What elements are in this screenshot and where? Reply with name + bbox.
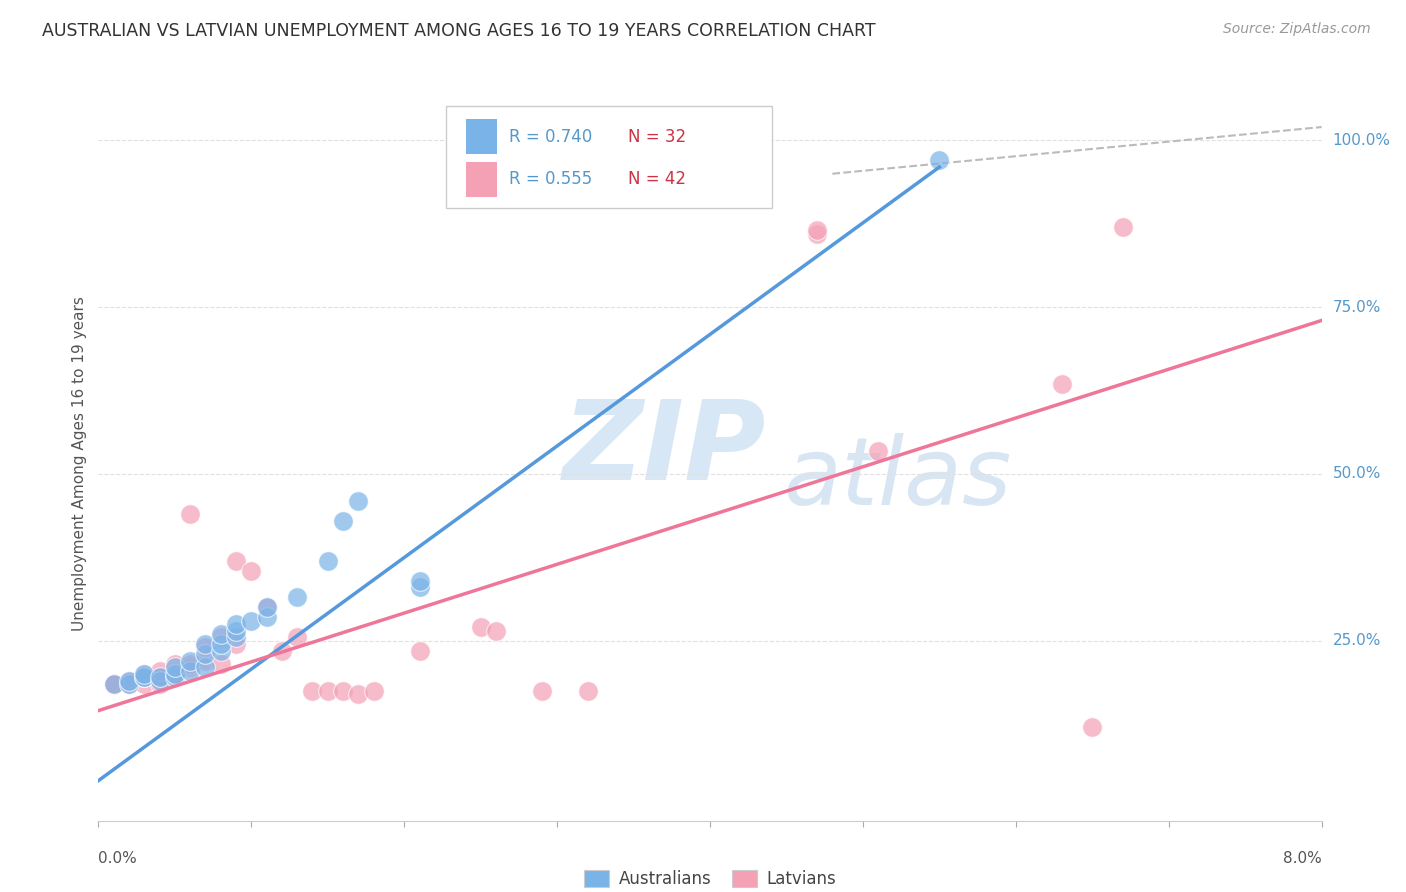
Point [408, 643, 430, 657]
Point [1050, 376, 1073, 391]
Point [149, 670, 172, 684]
Point [1081, 720, 1104, 734]
Point [316, 683, 339, 698]
Point [179, 507, 201, 521]
Point [134, 667, 156, 681]
Point [576, 683, 599, 698]
Point [806, 227, 828, 241]
Point [194, 660, 217, 674]
Point [209, 637, 232, 651]
Legend: Australians, Latvians: Australians, Latvians [576, 863, 844, 892]
Point [530, 683, 553, 698]
Point [163, 660, 186, 674]
Point [134, 677, 156, 691]
Point [868, 443, 890, 458]
Point [225, 630, 247, 644]
Point [928, 153, 950, 168]
Point [316, 553, 339, 567]
Point [149, 677, 172, 691]
Point [240, 614, 263, 628]
Point [225, 553, 247, 567]
Point [332, 683, 354, 698]
Text: AUSTRALIAN VS LATVIAN UNEMPLOYMENT AMONG AGES 16 TO 19 YEARS CORRELATION CHART: AUSTRALIAN VS LATVIAN UNEMPLOYMENT AMONG… [42, 22, 876, 40]
Point [179, 657, 201, 671]
Text: R = 0.740: R = 0.740 [509, 128, 592, 145]
Point [179, 660, 201, 674]
Point [134, 670, 156, 684]
Point [103, 677, 125, 691]
Point [134, 670, 156, 684]
Point [134, 667, 156, 681]
Point [408, 574, 430, 588]
Point [163, 670, 186, 684]
Point [134, 670, 156, 684]
Text: 0.0%: 0.0% [98, 851, 138, 866]
Text: N = 32: N = 32 [628, 128, 686, 145]
Point [163, 670, 186, 684]
Point [347, 493, 370, 508]
Point [149, 673, 172, 688]
Point [225, 624, 247, 638]
Point [1112, 220, 1135, 235]
Point [256, 600, 278, 615]
Point [285, 630, 308, 644]
Point [194, 647, 217, 661]
Point [163, 667, 186, 681]
Text: N = 42: N = 42 [628, 170, 686, 188]
Point [194, 637, 217, 651]
Text: 75.0%: 75.0% [1333, 300, 1381, 315]
Y-axis label: Unemployment Among Ages 16 to 19 years: Unemployment Among Ages 16 to 19 years [72, 296, 87, 632]
Point [163, 657, 186, 671]
Point [179, 654, 201, 668]
Point [470, 620, 492, 634]
Point [103, 677, 125, 691]
Point [347, 687, 370, 701]
Text: 25.0%: 25.0% [1333, 633, 1381, 648]
Point [363, 683, 385, 698]
Point [209, 643, 232, 657]
Text: atlas: atlas [783, 433, 1012, 524]
Point [408, 580, 430, 594]
Point [225, 637, 247, 651]
Point [118, 677, 141, 691]
Point [806, 223, 828, 237]
Point [301, 683, 323, 698]
Point [118, 673, 141, 688]
Point [194, 640, 217, 655]
Point [149, 664, 172, 678]
Point [149, 670, 172, 684]
Point [209, 630, 232, 644]
Point [285, 591, 308, 605]
Text: Source: ZipAtlas.com: Source: ZipAtlas.com [1223, 22, 1371, 37]
Point [256, 600, 278, 615]
Point [209, 657, 232, 671]
Point [194, 654, 217, 668]
Point [332, 514, 354, 528]
Text: ZIP: ZIP [564, 396, 766, 503]
Text: 50.0%: 50.0% [1333, 467, 1381, 482]
Point [270, 643, 294, 657]
Point [103, 677, 125, 691]
Point [118, 677, 141, 691]
Point [256, 610, 278, 624]
Point [225, 616, 247, 631]
Point [485, 624, 508, 638]
Text: R = 0.555: R = 0.555 [509, 170, 592, 188]
Point [118, 673, 141, 688]
Text: 8.0%: 8.0% [1282, 851, 1322, 866]
Text: 100.0%: 100.0% [1333, 133, 1391, 148]
Point [240, 564, 263, 578]
Point [209, 627, 232, 641]
Point [179, 664, 201, 678]
Point [163, 667, 186, 681]
